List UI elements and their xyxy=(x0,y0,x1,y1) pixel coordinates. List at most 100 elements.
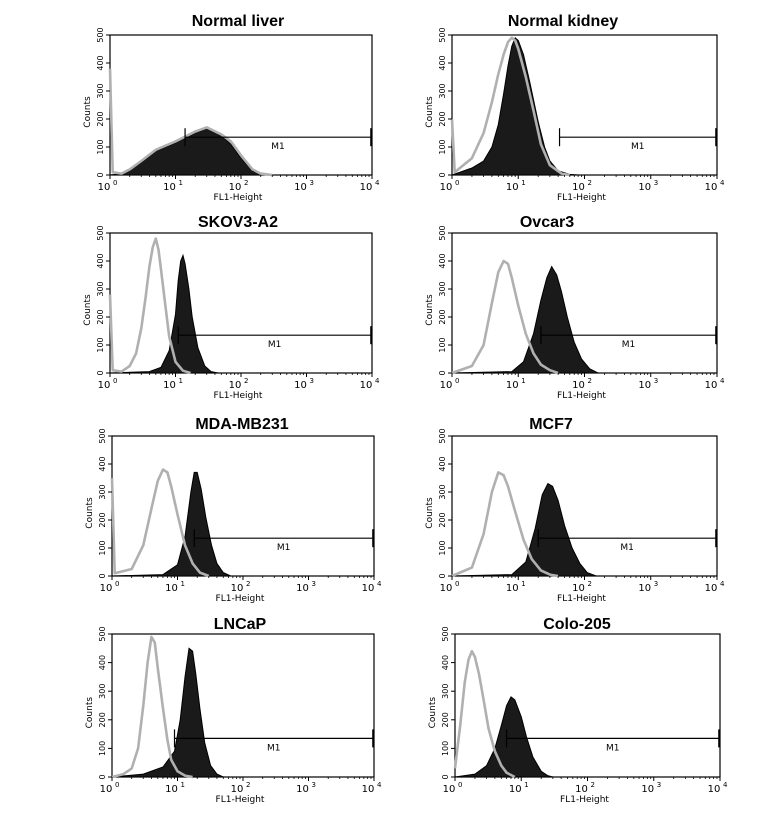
x-tick-label: 10 xyxy=(98,182,111,193)
x-tick-exponent: 0 xyxy=(115,781,119,789)
panel-title: SKOV3-A2 xyxy=(198,214,278,231)
y-tick-label: 500 xyxy=(441,626,450,641)
x-tick-label: 10 xyxy=(705,182,718,193)
histogram-outline-series xyxy=(453,649,516,779)
y-tick-label: 0 xyxy=(96,172,105,177)
x-tick-exponent: 0 xyxy=(458,781,462,789)
gate-label: M1 xyxy=(277,543,291,553)
x-tick-exponent: 1 xyxy=(179,179,183,187)
panel-title: MCF7 xyxy=(529,416,573,433)
y-tick-label: 0 xyxy=(98,573,107,578)
y-tick-label: 400 xyxy=(98,456,107,471)
x-tick-exponent: 3 xyxy=(310,377,314,385)
x-tick-label: 10 xyxy=(705,380,718,391)
x-tick-exponent: 4 xyxy=(377,781,382,789)
x-tick-label: 10 xyxy=(641,784,654,795)
x-tick-label: 10 xyxy=(165,784,178,795)
x-tick-exponent: 3 xyxy=(312,781,316,789)
histogram-outline-series xyxy=(110,468,210,578)
x-tick-label: 10 xyxy=(509,784,522,795)
x-tick-exponent: 3 xyxy=(310,179,314,187)
y-tick-label: 0 xyxy=(441,774,450,779)
gate-label: M1 xyxy=(606,743,620,753)
y-axis-label: Counts xyxy=(83,96,93,128)
x-tick-label: 10 xyxy=(705,583,718,594)
x-tick-exponent: 0 xyxy=(455,179,459,187)
x-tick-label: 10 xyxy=(440,583,453,594)
y-tick-label: 100 xyxy=(98,741,107,756)
y-tick-label: 0 xyxy=(96,370,105,375)
x-axis-label: FL1-Height xyxy=(557,193,606,203)
x-axis-label: FL1-Height xyxy=(557,594,606,604)
x-tick-label: 10 xyxy=(638,182,651,193)
panel-title: Normal kidney xyxy=(508,13,618,30)
x-tick-label: 10 xyxy=(506,583,519,594)
x-tick-exponent: 4 xyxy=(375,179,380,187)
x-tick-label: 10 xyxy=(294,380,307,391)
y-tick-label: 200 xyxy=(98,512,107,527)
x-tick-label: 10 xyxy=(443,784,456,795)
x-tick-label: 10 xyxy=(440,380,453,391)
x-tick-label: 10 xyxy=(296,784,309,795)
y-tick-label: 0 xyxy=(438,573,447,578)
x-tick-exponent: 1 xyxy=(181,781,185,789)
x-tick-label: 10 xyxy=(360,380,373,391)
panel-title: MDA-MB231 xyxy=(195,416,288,433)
x-tick-exponent: 2 xyxy=(246,580,250,588)
x-tick-label: 10 xyxy=(163,182,176,193)
x-axis-label: FL1-Height xyxy=(557,391,606,401)
y-tick-label: 100 xyxy=(441,741,450,756)
y-tick-label: 500 xyxy=(438,27,447,42)
x-tick-exponent: 0 xyxy=(455,580,459,588)
histogram-filled-series xyxy=(454,696,554,778)
histogram-filled-series xyxy=(109,253,219,374)
x-tick-label: 10 xyxy=(506,380,519,391)
y-tick-label: 300 xyxy=(98,484,107,499)
x-tick-exponent: 0 xyxy=(113,377,117,385)
y-tick-label: 100 xyxy=(438,540,447,555)
x-tick-label: 10 xyxy=(163,380,176,391)
x-axis-label: FL1-Height xyxy=(560,795,609,805)
x-tick-exponent: 2 xyxy=(588,580,592,588)
histogram-filled-series xyxy=(451,482,597,577)
y-axis-label: Counts xyxy=(428,697,438,729)
panel-title: Normal liver xyxy=(192,13,284,30)
plot-frame xyxy=(451,435,718,577)
x-axis-label: FL1-Height xyxy=(214,391,263,401)
y-tick-label: 500 xyxy=(98,626,107,641)
y-axis-label: Counts xyxy=(85,497,95,529)
y-tick-label: 0 xyxy=(98,774,107,779)
y-tick-label: 0 xyxy=(438,370,447,375)
x-tick-label: 10 xyxy=(575,784,588,795)
x-tick-label: 10 xyxy=(231,583,244,594)
x-tick-exponent: 1 xyxy=(181,580,185,588)
x-tick-label: 10 xyxy=(231,784,244,795)
x-tick-label: 10 xyxy=(572,583,585,594)
histogram-outline-series xyxy=(451,471,559,578)
x-tick-exponent: 4 xyxy=(720,377,725,385)
y-tick-label: 300 xyxy=(98,684,107,699)
x-tick-exponent: 3 xyxy=(657,781,661,789)
y-tick-label: 300 xyxy=(441,684,450,699)
y-tick-label: 400 xyxy=(438,456,447,471)
y-tick-label: 100 xyxy=(438,337,447,352)
x-tick-label: 10 xyxy=(296,583,309,594)
gate-label: M1 xyxy=(267,743,281,753)
x-tick-label: 10 xyxy=(100,784,113,795)
x-tick-exponent: 4 xyxy=(377,580,382,588)
panel-title: Ovcar3 xyxy=(520,214,574,231)
x-tick-exponent: 4 xyxy=(723,781,728,789)
y-tick-label: 200 xyxy=(96,309,105,324)
y-axis-label: Counts xyxy=(425,294,435,326)
y-tick-label: 400 xyxy=(441,655,450,670)
y-tick-label: 500 xyxy=(96,27,105,42)
y-axis-label: Counts xyxy=(425,96,435,128)
y-tick-label: 300 xyxy=(438,83,447,98)
y-tick-label: 0 xyxy=(438,172,447,177)
